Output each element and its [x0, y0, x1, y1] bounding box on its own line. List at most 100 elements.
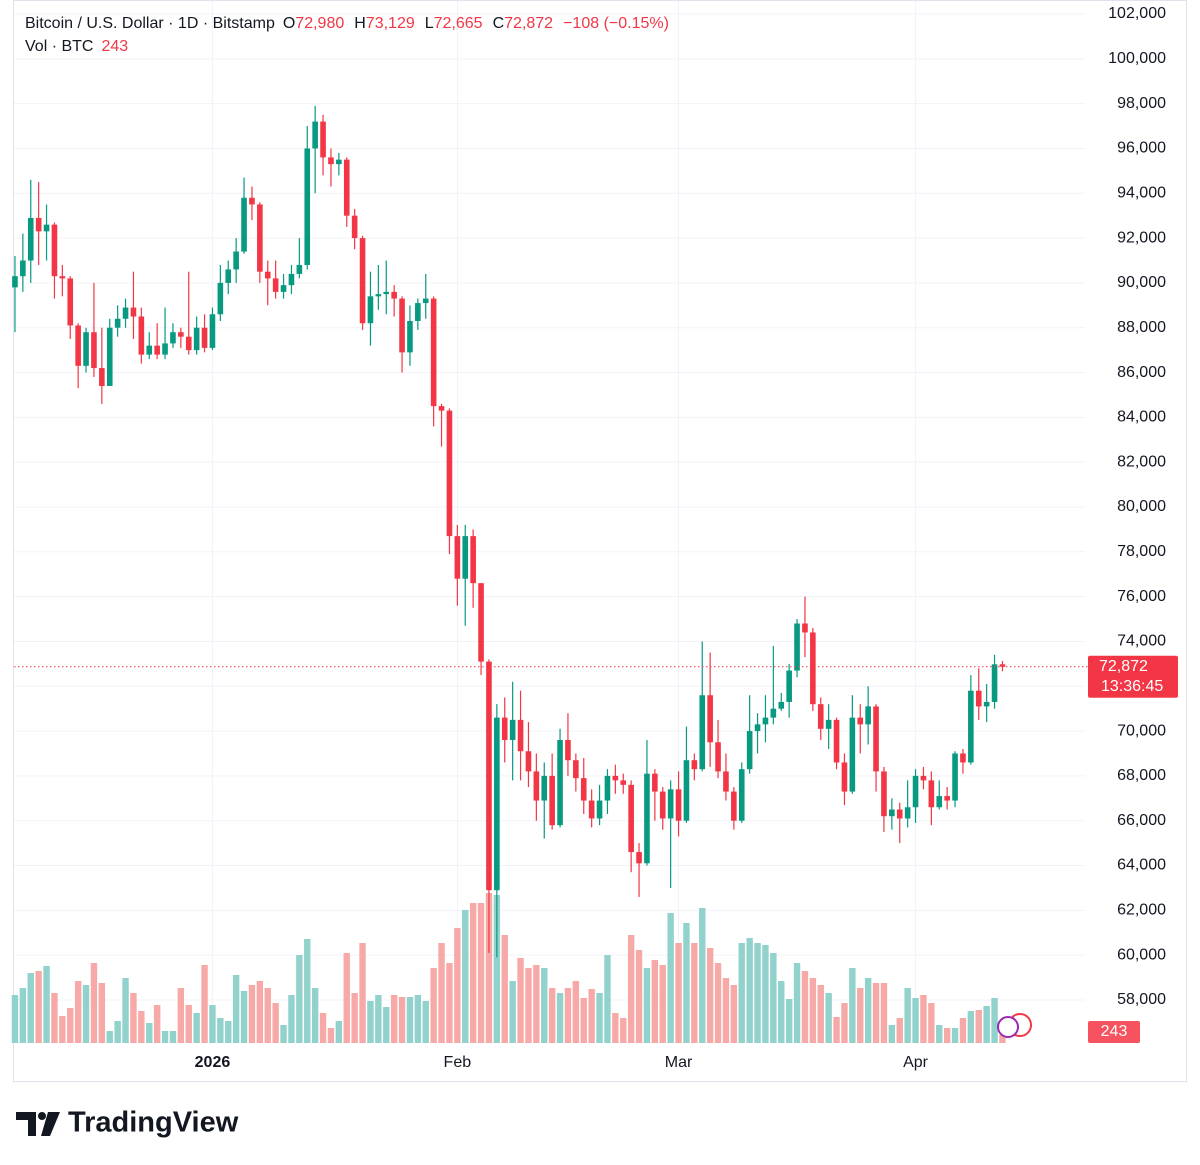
volume-bar: [67, 1008, 74, 1043]
volume-bar: [422, 1001, 429, 1043]
volume-bar: [493, 895, 501, 1043]
volume-bar: [762, 945, 769, 1043]
candle-body: [12, 276, 18, 288]
candle-body: [770, 708, 777, 718]
candle-body: [225, 269, 232, 283]
candle-body: [580, 778, 587, 801]
candle-body: [778, 701, 785, 709]
volume-bar: [90, 963, 98, 1043]
ohlc-label: O: [283, 15, 295, 32]
candle-body: [351, 215, 358, 239]
candle-body: [596, 800, 603, 819]
volume-bar: [193, 1013, 200, 1043]
candle-body: [391, 291, 397, 299]
logo-mark: [38, 1112, 46, 1120]
volume-bar: [983, 1006, 990, 1043]
candle-body: [399, 298, 405, 353]
candle-body: [881, 771, 887, 817]
candle-body: [509, 719, 516, 741]
volume-bar: [627, 935, 635, 1043]
candle-body: [707, 695, 713, 743]
volume-bar: [335, 1021, 343, 1043]
volume-bar: [541, 968, 548, 1043]
candle-body: [762, 717, 769, 725]
volume-bar: [375, 995, 382, 1043]
volume-bar: [517, 958, 524, 1043]
candle-body: [667, 789, 674, 819]
x-tick-label: Mar: [665, 1054, 693, 1071]
x-tick-label: Apr: [903, 1054, 929, 1071]
candle-body: [146, 345, 153, 355]
ohlc-value: 72,980: [295, 15, 344, 32]
candle-body: [517, 719, 524, 752]
candle-body: [928, 780, 935, 808]
y-tick-label: 102,000: [1108, 5, 1166, 22]
volume-bar: [280, 1025, 287, 1043]
countdown-label: 13:36:45: [1101, 678, 1163, 695]
volume-bar: [872, 983, 880, 1043]
volume-bar: [414, 995, 422, 1043]
volume-bar: [98, 983, 106, 1043]
volume-bar: [177, 988, 185, 1043]
y-tick-label: 100,000: [1108, 50, 1166, 67]
volume-bar: [785, 999, 793, 1043]
candle-body: [320, 121, 326, 158]
volume-bar: [35, 971, 42, 1043]
chart-frame: [13, 0, 1187, 1082]
volume-bar: [359, 943, 366, 1043]
volume-bar: [201, 965, 208, 1043]
candle-body: [312, 121, 318, 149]
overlay: 58,000 60,000 62,000 64,000 66,000 68,000 70,0…: [14, 5, 1178, 1071]
volume-bar: [896, 1018, 903, 1043]
candle-body: [407, 320, 413, 353]
ohlc-label: L: [425, 15, 434, 32]
candle-body: [754, 724, 761, 732]
volume-bar: [11, 995, 19, 1043]
volume-bar: [469, 903, 477, 1043]
volume-bar: [580, 998, 587, 1043]
volume-bar: [604, 955, 611, 1043]
candle-body: [446, 410, 453, 537]
volume-bar: [841, 1003, 848, 1043]
volume-bar: [888, 1025, 896, 1043]
volume-bar: [612, 1013, 619, 1043]
candle-body: [604, 775, 611, 801]
volume-bar: [936, 1025, 943, 1043]
x-tick-label: Feb: [444, 1054, 472, 1071]
volume-bar: [153, 1005, 161, 1043]
volume-bar: [959, 1018, 967, 1043]
volume-bar: [296, 955, 303, 1043]
volume-bar: [691, 943, 698, 1043]
y-tick-label: 58,000: [1117, 991, 1166, 1008]
candle-body: [51, 224, 58, 277]
candle-body: [952, 753, 958, 801]
y-tick-label: 60,000: [1117, 946, 1166, 963]
volume-bar: [991, 998, 998, 1043]
volume-bar: [904, 988, 911, 1043]
candle-body: [99, 368, 105, 386]
candle-body: [936, 796, 943, 808]
candle-body: [367, 296, 374, 324]
volume-bar: [509, 981, 516, 1043]
candle-body: [889, 809, 895, 817]
candle-body: [249, 197, 255, 205]
volume-bar: [738, 943, 745, 1043]
candle-body: [549, 775, 555, 826]
volume-bar: [643, 968, 651, 1043]
volume-bar: [659, 965, 666, 1043]
volume-bar: [114, 1021, 121, 1043]
volume-bar: [928, 1003, 935, 1043]
candle-body: [264, 271, 271, 279]
volume-bar: [864, 978, 872, 1043]
candle-body: [565, 740, 571, 761]
candle-body: [296, 264, 303, 274]
volume-bar: [138, 1011, 145, 1043]
candle-body: [75, 325, 81, 366]
candle-body: [83, 332, 89, 366]
candle-body: [573, 760, 579, 779]
y-tick-label: 74,000: [1117, 633, 1166, 650]
y-tick-label: 94,000: [1117, 184, 1166, 201]
volume-bar: [485, 893, 493, 1043]
candle-body: [991, 664, 998, 702]
candle-body: [383, 291, 390, 295]
